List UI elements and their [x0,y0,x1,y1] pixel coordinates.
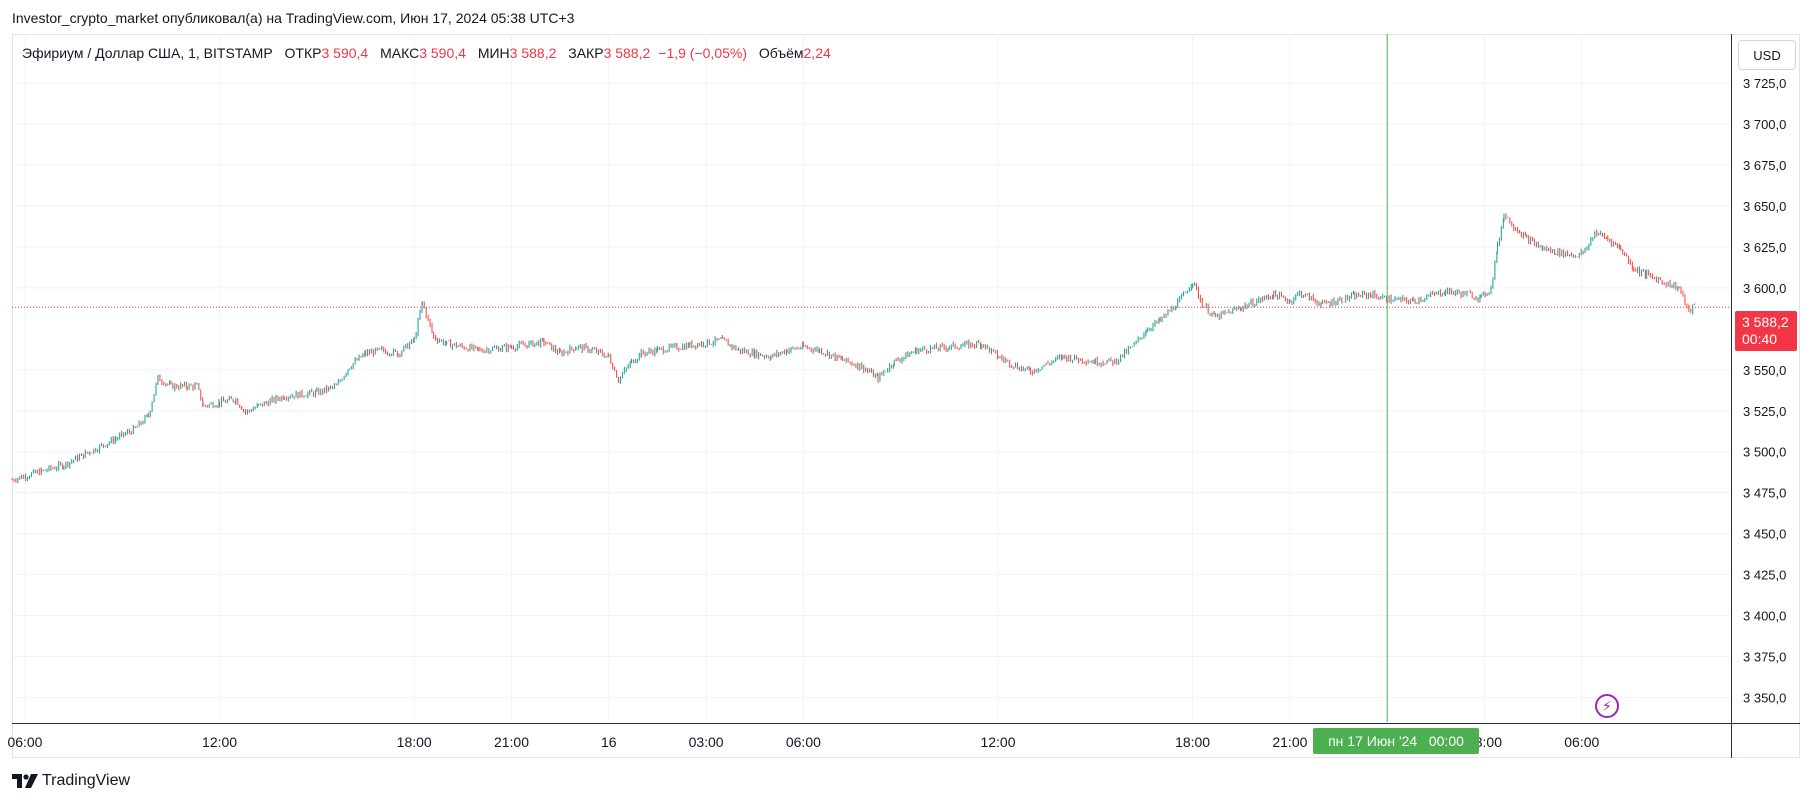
x-tick-label: 18:00 [1175,734,1210,750]
y-tick-label: 3 425,0 [1743,568,1786,583]
y-tick-label: 3 450,0 [1743,527,1786,542]
chart-frame[interactable] [12,34,1800,758]
last-price-value: 3 588,2 [1742,314,1789,330]
volume-value: 2,24 [803,45,831,61]
close-label: ЗАКР [568,45,604,61]
x-tick-label: 21:00 [494,734,529,750]
y-tick-label: 3 725,0 [1743,76,1786,91]
symbol-label[interactable]: Эфириум / Доллар США, 1, BITSTAMP [22,45,273,61]
grid [12,34,1731,722]
last-price-tag: 3 588,2 00:40 [1735,311,1797,351]
high-label: МАКС [380,45,420,61]
low-value: 3 588,2 [509,45,557,61]
bar-countdown: 00:40 [1742,331,1778,347]
y-tick-label: 3 550,0 [1743,363,1786,378]
x-tick-label: 12:00 [980,734,1015,750]
x-tick-label: 16 [601,734,617,750]
x-tick-label: 03:00 [689,734,724,750]
y-tick-label: 3 600,0 [1743,281,1786,296]
y-tick-label: 3 400,0 [1743,609,1786,624]
low-label: МИН [477,45,510,61]
y-tick-label: 3 475,0 [1743,486,1786,501]
x-tick-label: 21:00 [1272,734,1307,750]
x-tick-label: 06:00 [7,734,42,750]
y-tick-label: 3 700,0 [1743,117,1786,132]
x-tick-label: 06:00 [1564,734,1599,750]
x-tick-label: 18:00 [397,734,432,750]
tradingview-logo-icon [12,774,38,788]
price-axis: 3 725,0 3 700,0 3 675,0 3 650,0 3 625,0 3 600… [1743,76,1786,705]
change-value: −1,9 (−0,05%) [658,45,748,61]
lightning-icon[interactable]: ⚡ [1595,694,1619,718]
price-chart[interactable]: 3 725,0 3 700,0 3 675,0 3 650,0 3 625,0 3 600… [0,0,1815,770]
close-value: 3 588,2 [603,45,651,61]
publisher-line: Investor_crypto_market опубликовал(а) на… [12,10,575,26]
open-value: 3 590,4 [321,45,369,61]
open-label: ОТКР [284,45,322,61]
y-tick-label: 3 675,0 [1743,158,1786,173]
y-tick-label: 3 625,0 [1743,240,1786,255]
tradingview-brand[interactable]: TradingView [12,772,130,790]
time-axis: 06:00 12:00 18:00 21:00 16 03:00 06:00 12:00 18:… [7,734,1599,750]
y-tick-label: 3 525,0 [1743,404,1786,419]
y-tick-label: 3 500,0 [1743,445,1786,460]
y-tick-label: 3 650,0 [1743,199,1786,214]
currency-button[interactable]: USD [1738,40,1796,70]
ohlc-legend: Эфириум / Доллар США, 1, BITSTAMP ОТКР3 … [22,45,839,61]
crosshair-date-label: пн 17 Июн '24 00:00 [1313,728,1479,754]
price-series [11,213,1696,484]
high-value: 3 590,4 [419,45,466,61]
brand-name: TradingView [42,772,131,789]
overlays [12,34,1800,758]
volume-label: Объём [758,45,804,61]
y-tick-label: 3 350,0 [1743,690,1786,705]
x-tick-label: 12:00 [202,734,237,750]
y-tick-label: 3 375,0 [1743,649,1786,664]
x-tick-label: 06:00 [786,734,821,750]
